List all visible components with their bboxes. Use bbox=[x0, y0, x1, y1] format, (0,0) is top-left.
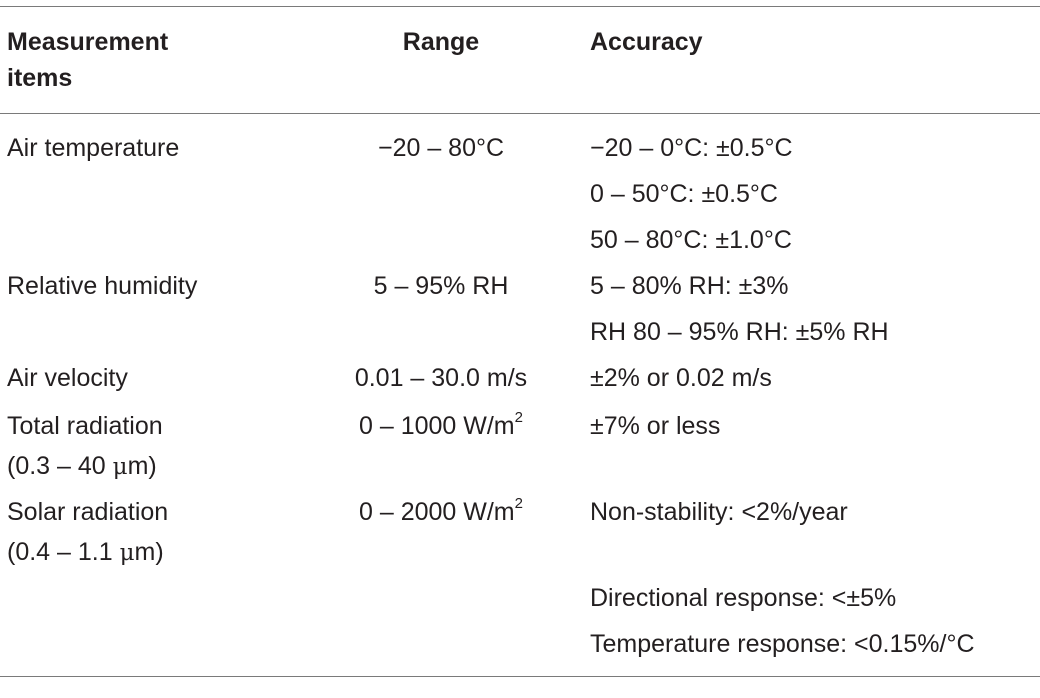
cell-item: Air velocity bbox=[7, 364, 128, 392]
accuracy-line: ±7% or less bbox=[590, 412, 721, 440]
range-text: 0 – 2000 W/m bbox=[359, 498, 515, 526]
cell-range: 0 – 2000 W/m2 bbox=[292, 492, 590, 677]
accuracy-line: 5 – 80% RH: ±3% bbox=[590, 272, 789, 300]
cell-item: Solar radiation (0.4 – 1.1 μm) bbox=[0, 492, 292, 677]
range-text: 0 – 1000 W/m bbox=[359, 412, 515, 440]
accuracy-line: ±2% or 0.02 m/s bbox=[590, 364, 772, 392]
cell-accuracy: ±2% or 0.02 m/s bbox=[590, 358, 1040, 406]
range-exponent: 2 bbox=[514, 409, 523, 426]
accuracy-line: RH 80 – 95% RH: ±5% RH bbox=[590, 318, 889, 346]
cell-item: Total radiation (0.3 – 40 μm) bbox=[0, 406, 292, 492]
cell-item: Relative humidity bbox=[7, 272, 198, 300]
wavelength-text: (0.4 – 1.1 bbox=[7, 538, 120, 566]
range-exponent: 2 bbox=[514, 495, 523, 512]
table-row-relative-humidity: Relative humidity 5 – 95% RH 5 – 80% RH:… bbox=[0, 266, 1040, 358]
cell-accuracy: ±7% or less bbox=[590, 406, 1040, 492]
item-wavelength: (0.3 – 40 μm) bbox=[7, 452, 157, 480]
table-row-solar-radiation: Solar radiation (0.4 – 1.1 μm) 0 – 2000 … bbox=[0, 492, 1040, 677]
accuracy-line: Temperature response: <0.15%/°C bbox=[590, 630, 975, 658]
header-row: Measurement items Range Accuracy bbox=[0, 6, 1040, 114]
accuracy-line: −20 – 0°C: ±0.5°C bbox=[590, 134, 793, 162]
wavelength-text: (0.3 – 40 bbox=[7, 452, 113, 480]
cell-accuracy: Non-stability: <2%/year Directional resp… bbox=[590, 492, 1040, 677]
item-name: Solar radiation bbox=[7, 498, 169, 526]
wavelength-unit: m) bbox=[134, 538, 164, 566]
item-name: Total radiation bbox=[7, 412, 163, 440]
accuracy-line: Directional response: <±5% bbox=[590, 584, 897, 612]
cell-range: 0.01 – 30.0 m/s bbox=[354, 364, 528, 392]
cell-item: Air temperature bbox=[7, 134, 180, 162]
micro-symbol: μ bbox=[112, 454, 128, 480]
measurement-spec-table: Measurement items Range Accuracy Air tem… bbox=[0, 6, 1040, 677]
wavelength-unit: m) bbox=[127, 452, 157, 480]
header-measurement-items: Measurement items bbox=[0, 6, 292, 114]
header-accuracy: Accuracy bbox=[590, 6, 1040, 114]
accuracy-line: 0 – 50°C: ±0.5°C bbox=[590, 180, 778, 208]
item-wavelength: (0.4 – 1.1 μm) bbox=[7, 538, 164, 566]
header-range: Range bbox=[292, 6, 590, 114]
cell-accuracy: −20 – 0°C: ±0.5°C 0 – 50°C: ±0.5°C 50 – … bbox=[590, 114, 1040, 267]
cell-range: 0 – 1000 W/m2 bbox=[292, 406, 590, 492]
accuracy-line: Non-stability: <2%/year bbox=[590, 498, 848, 526]
cell-accuracy: 5 – 80% RH: ±3% RH 80 – 95% RH: ±5% RH bbox=[590, 266, 1040, 358]
table-row-total-radiation: Total radiation (0.3 – 40 μm) 0 – 1000 W… bbox=[0, 406, 1040, 492]
table-header: Measurement items Range Accuracy bbox=[0, 6, 1040, 114]
table-row-air-temperature: Air temperature −20 – 80°C −20 – 0°C: ±0… bbox=[0, 114, 1040, 267]
accuracy-line: 50 – 80°C: ±1.0°C bbox=[590, 226, 792, 254]
cell-range: 5 – 95% RH bbox=[373, 272, 509, 300]
micro-symbol: μ bbox=[119, 540, 135, 566]
table-row-air-velocity: Air velocity 0.01 – 30.0 m/s ±2% or 0.02… bbox=[0, 358, 1040, 406]
table-body: Air temperature −20 – 80°C −20 – 0°C: ±0… bbox=[0, 114, 1040, 677]
cell-range: −20 – 80°C bbox=[377, 134, 505, 162]
